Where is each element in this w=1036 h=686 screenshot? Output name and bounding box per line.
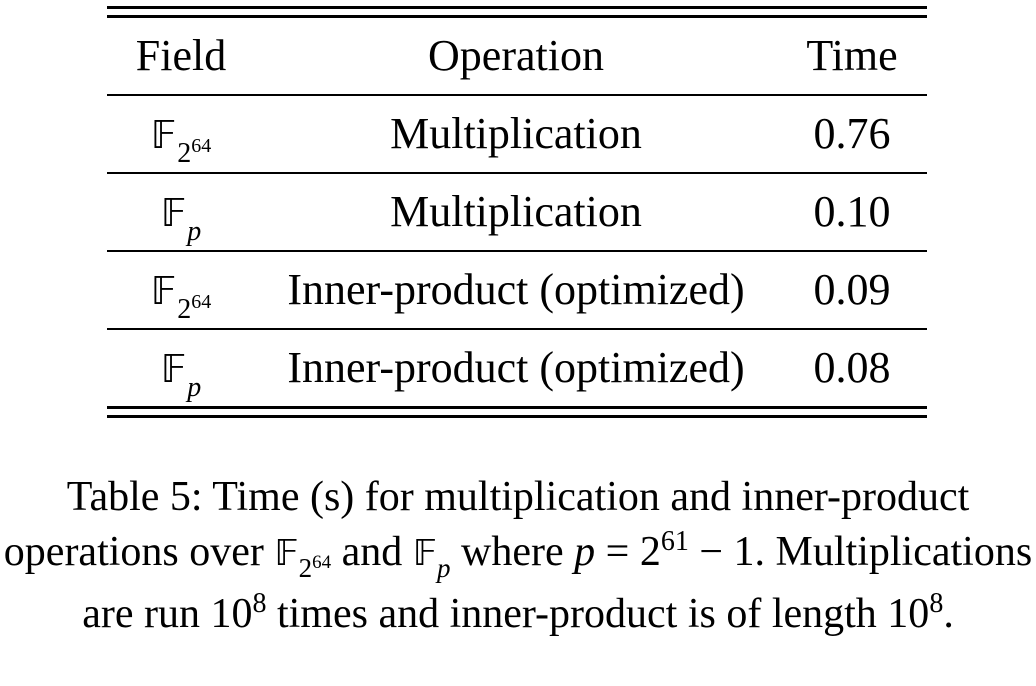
caption-eq-exp: 61 — [660, 526, 689, 557]
field-symbol: 𝔽 — [150, 113, 177, 157]
top-rule-inner — [107, 15, 927, 18]
cell-field: 𝔽p — [107, 346, 255, 402]
cell-operation: Inner-product (optimized) — [287, 265, 745, 314]
results-table: Field Operation Time 𝔽264 Multiplication 0… — [107, 6, 927, 418]
table-row: 𝔽264 Multiplication 0.76 — [107, 96, 927, 172]
caption-field-1-sub: 264 — [298, 552, 332, 583]
bottom-rule-inner — [107, 406, 927, 409]
caption-text-3: where — [450, 529, 575, 575]
caption-len-exp: 8 — [929, 588, 944, 619]
cell-time: 0.76 — [813, 109, 891, 158]
caption-eq-tail: − 1. Multiplications are run 10 — [82, 529, 1033, 637]
table-header-row: Field Operation Time — [107, 18, 927, 94]
cell-operation: Inner-product (optimized) — [287, 343, 745, 392]
caption-field-1-symbol: 𝔽 — [274, 533, 299, 574]
caption-p-var: p — [574, 529, 596, 575]
cell-field: 𝔽264 — [107, 268, 255, 324]
table-caption: Table 5: Time (s) for multiplication and… — [0, 470, 1036, 642]
field-symbol: 𝔽 — [160, 191, 187, 235]
caption-text-5: . — [943, 591, 954, 637]
caption-text-4: times and inner-product is of length 10 — [266, 591, 930, 637]
caption-text-1: Table 5: Time (s) for multiplication and… — [3, 474, 970, 575]
field-symbol: 𝔽 — [160, 347, 187, 391]
top-rule — [107, 6, 927, 9]
header-rule — [107, 94, 927, 96]
caption-mult-exp: 8 — [252, 588, 267, 619]
field-subscript: p — [187, 372, 202, 403]
header-field: Field — [135, 31, 227, 80]
cell-field: 𝔽264 — [107, 112, 255, 168]
field-symbol: 𝔽 — [150, 269, 177, 313]
table-row: 𝔽264 Inner-product (optimized) 0.09 — [107, 252, 927, 328]
header-operation: Operation — [428, 31, 604, 80]
row-rule — [107, 172, 927, 174]
caption-field-2-symbol: 𝔽 — [412, 533, 438, 574]
table-row: 𝔽p Multiplication 0.10 — [107, 174, 927, 250]
field-subscript: 264 — [177, 135, 212, 169]
cell-time: 0.08 — [813, 343, 891, 392]
cell-operation: Multiplication — [390, 187, 642, 236]
caption-text-2: and — [331, 529, 413, 575]
cell-field: 𝔽p — [107, 190, 255, 246]
cell-operation: Multiplication — [390, 109, 642, 158]
row-rule — [107, 328, 927, 330]
caption-eq: = 2 — [595, 529, 661, 575]
table-row: 𝔽p Inner-product (optimized) 0.08 — [107, 330, 927, 406]
row-rule — [107, 250, 927, 252]
field-subscript: p — [187, 216, 202, 247]
header-time: Time — [806, 31, 898, 80]
cell-time: 0.10 — [813, 187, 891, 236]
field-subscript: 264 — [177, 291, 212, 325]
bottom-rule — [107, 415, 927, 418]
caption-field-2-sub: p — [437, 553, 451, 583]
cell-time: 0.09 — [813, 265, 891, 314]
